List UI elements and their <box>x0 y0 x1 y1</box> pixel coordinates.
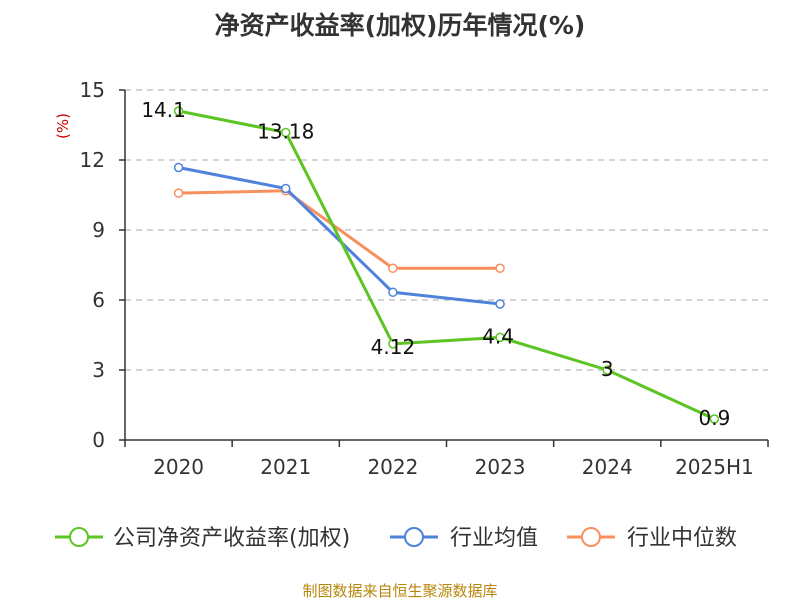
x-tick-label: 2020 <box>153 455 204 479</box>
data-point <box>173 106 184 116</box>
legend-item[interactable]: 公司净资产收益率(加权) <box>55 526 350 551</box>
data-label: 13.18 <box>257 119 314 143</box>
data-point <box>388 287 398 298</box>
chart-title: 净资产收益率(加权)历年情况(%) <box>215 11 586 40</box>
series-line <box>178 109 716 421</box>
legend-label: 公司净资产收益率(加权) <box>113 526 350 551</box>
x-tick-label: 2024 <box>582 455 633 479</box>
y-tick-label: 6 <box>92 288 105 312</box>
data-point <box>281 183 291 194</box>
series-group <box>173 106 720 424</box>
data-point <box>173 162 184 173</box>
y-tick-label: 9 <box>92 218 105 242</box>
x-tick-label: 2025H1 <box>675 455 754 479</box>
data-label: 4.4 <box>482 324 514 348</box>
data-point <box>495 299 505 309</box>
legend-label: 行业均值 <box>450 526 538 551</box>
axes: 0 3 6 9 12 15 2020 2021 2022 2023 2024 2025H1 <box>80 78 769 479</box>
data-point <box>709 414 720 424</box>
data-point <box>602 365 612 375</box>
legend-swatch-marker <box>581 527 601 547</box>
y-axis-label: (%) <box>54 113 72 139</box>
legend-label: 行业中位数 <box>627 526 737 551</box>
legend-item[interactable]: 行业均值 <box>390 526 538 551</box>
legend[interactable]: 公司净资产收益率(加权) 行业均值 行业中位数 <box>55 526 737 551</box>
y-tick-label: 0 <box>92 428 105 452</box>
y-tick-label: 3 <box>92 358 105 382</box>
data-label: 3 <box>601 357 614 381</box>
x-tick-label: 2022 <box>367 455 418 479</box>
y-tick-label: 12 <box>80 148 105 172</box>
series-line <box>178 189 501 270</box>
legend-swatch-marker <box>69 527 89 547</box>
data-point <box>281 127 291 138</box>
data-point <box>388 263 398 274</box>
y-tick-label: 15 <box>80 78 105 102</box>
data-point <box>495 332 505 343</box>
data-label: 14.1 <box>141 98 186 122</box>
data-point <box>388 339 398 349</box>
legend-item[interactable]: 行业中位数 <box>567 526 737 551</box>
x-tick-label: 2023 <box>475 455 526 479</box>
legend-swatch-marker <box>404 527 424 547</box>
source-note: 制图数据来自恒生聚源数据库 <box>302 582 497 600</box>
data-point <box>495 263 505 274</box>
data-labels: 14.1 13.18 4.12 4.4 3 0.9 <box>141 98 730 430</box>
data-point <box>173 188 184 198</box>
x-tick-label: 2021 <box>260 455 311 479</box>
grid <box>125 89 768 371</box>
data-label: 4.12 <box>371 335 416 359</box>
data-label: 0.9 <box>699 406 731 430</box>
